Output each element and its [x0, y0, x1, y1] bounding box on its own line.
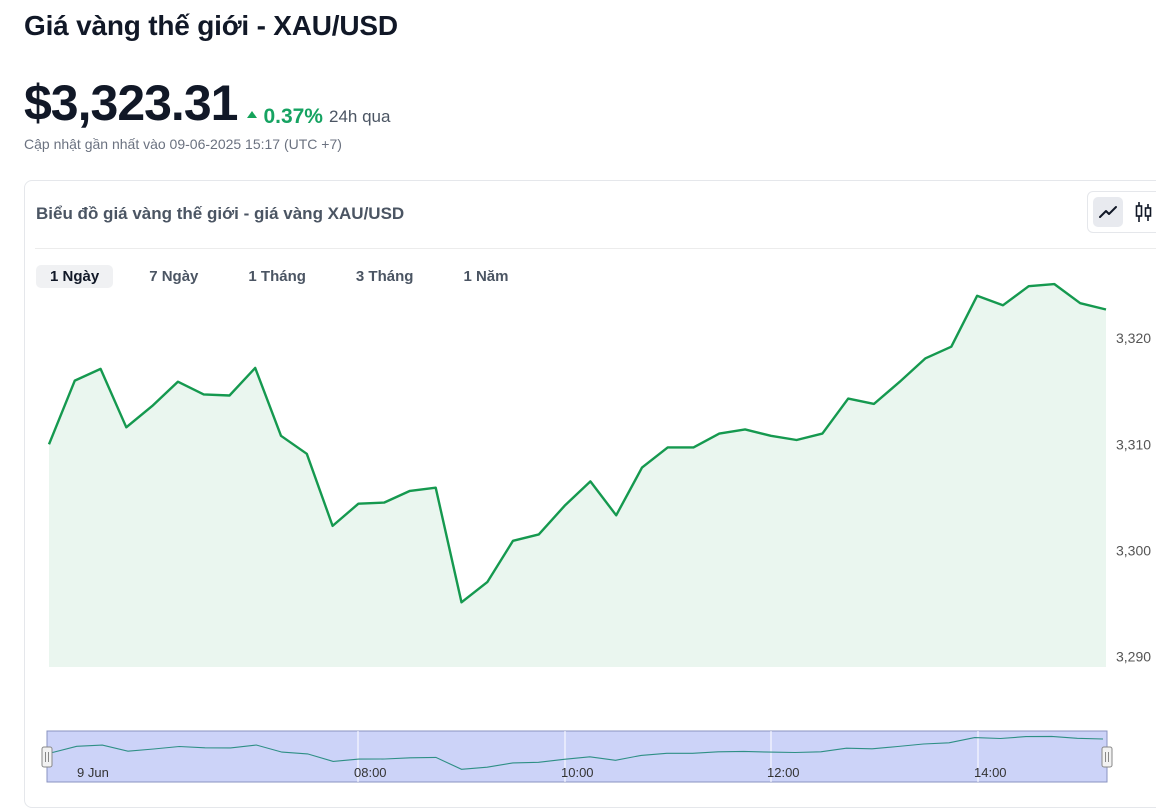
- navigator-window: [46, 730, 1108, 783]
- price-area: [49, 284, 1106, 667]
- tab-7-days[interactable]: 7 Ngày: [149, 268, 199, 285]
- y-tick-label: 3,290: [1116, 648, 1151, 664]
- line-chart-icon: [1099, 206, 1117, 218]
- navigator-right-handle[interactable]: [1101, 746, 1113, 768]
- tab-1-day[interactable]: 1 Ngày: [36, 265, 114, 288]
- navigator-left-handle[interactable]: [41, 746, 53, 768]
- candlestick-icon: [1135, 202, 1152, 222]
- range-tabs: 1 Ngày 7 Ngày 1 Tháng 3 Tháng 1 Năm: [36, 265, 544, 288]
- tab-1-year[interactable]: 1 Năm: [463, 268, 509, 285]
- tab-1-month[interactable]: 1 Tháng: [248, 268, 306, 285]
- y-tick-label: 3,300: [1116, 542, 1151, 558]
- navigator-time-label: 9 Jun: [77, 765, 109, 780]
- card-divider: [35, 248, 1156, 249]
- current-price: $3,323.31: [24, 75, 238, 131]
- candlestick-button[interactable]: [1128, 197, 1156, 227]
- y-tick-label: 3,310: [1116, 436, 1151, 452]
- price-row: $3,323.31 0.37% 24h qua: [24, 74, 390, 132]
- navigator-series-line: [50, 735, 1104, 770]
- chart-type-toggle: [1087, 191, 1156, 233]
- up-arrow-icon: [247, 111, 258, 118]
- tab-3-months[interactable]: 3 Tháng: [355, 268, 414, 285]
- price-change: 0.37% 24h qua: [247, 105, 390, 129]
- page-title: Giá vàng thế giới - XAU/USD: [24, 10, 398, 41]
- navigator-time-label: 12:00: [767, 765, 800, 780]
- last-updated: Cập nhật gần nhất vào 09-06-2025 15:17 (…: [24, 136, 342, 152]
- change-percent: 0.37%: [263, 104, 323, 128]
- navigator-time-label: 14:00: [974, 765, 1007, 780]
- navigator-time-label: 10:00: [561, 765, 594, 780]
- change-period: 24h qua: [328, 106, 391, 126]
- line-chart-button[interactable]: [1093, 197, 1123, 227]
- y-tick-label: 3,320: [1116, 330, 1151, 346]
- price-line: [47, 282, 1107, 604]
- navigator-time-label: 08:00: [354, 765, 387, 780]
- chart-title: Biểu đồ giá vàng thế giới - giá vàng XAU…: [36, 204, 405, 223]
